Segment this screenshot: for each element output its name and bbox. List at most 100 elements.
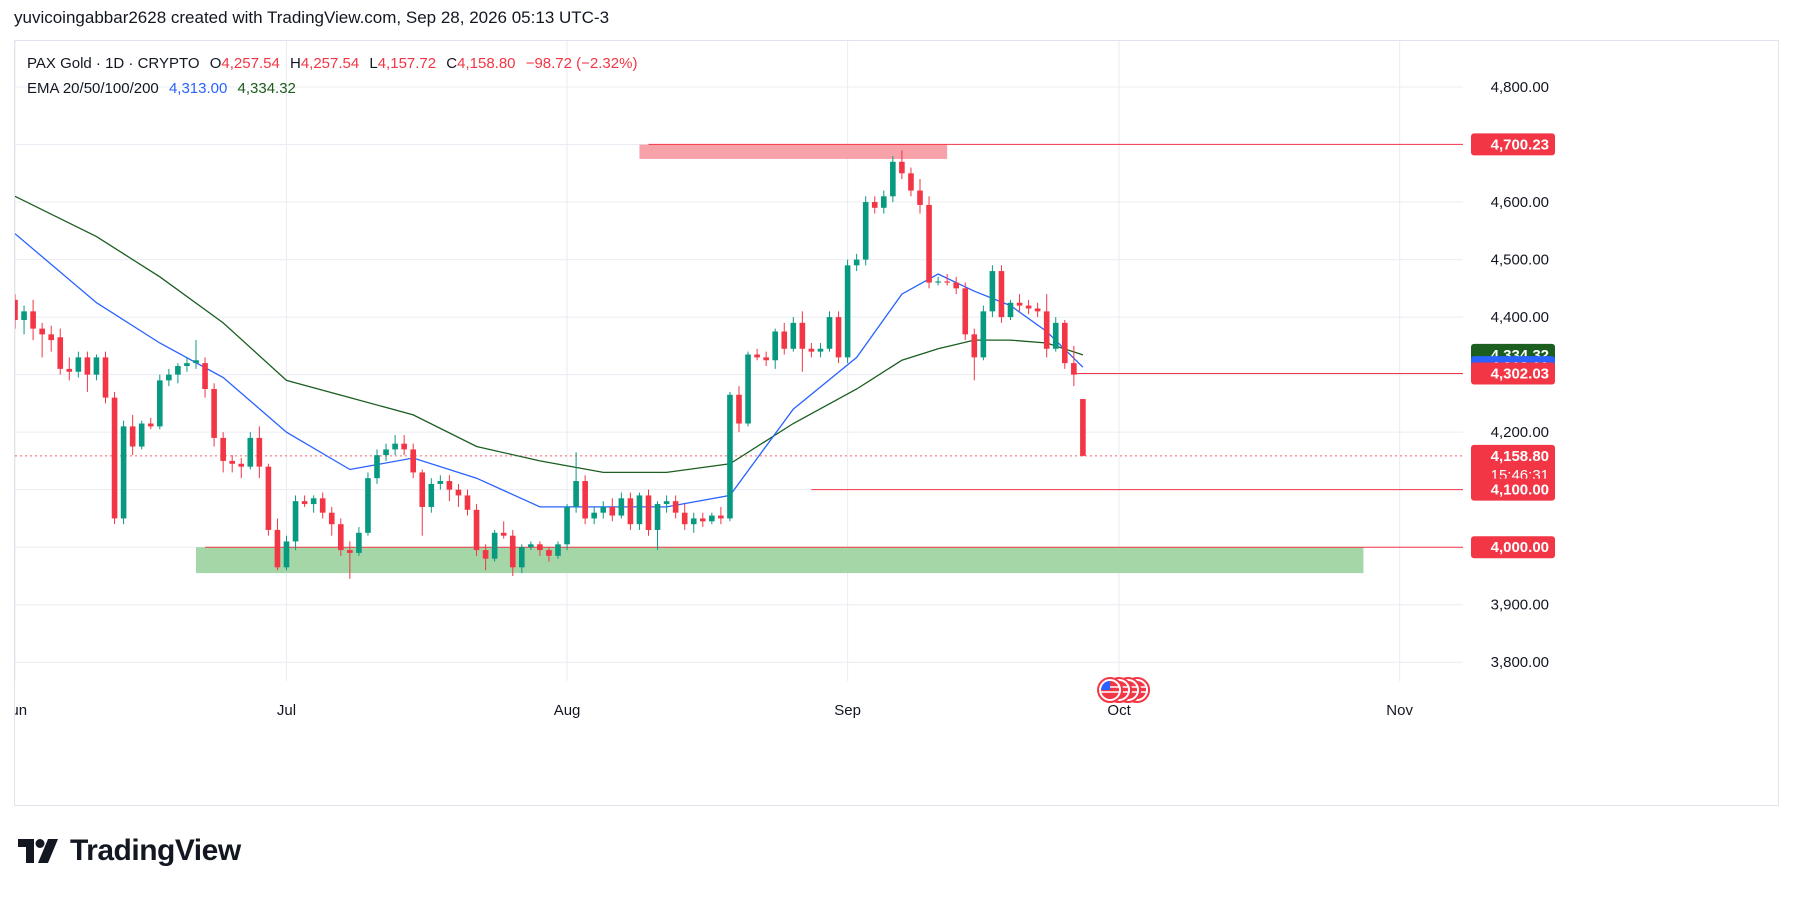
legend-low-label: L (369, 55, 378, 72)
candle-down (699, 512, 706, 528)
candle-up (853, 253, 860, 272)
us-flag-icon (1097, 677, 1124, 703)
candles (15, 150, 1086, 579)
candle-body (147, 423, 154, 427)
candle-down (238, 458, 245, 479)
y-tick-label: 4,600.00 (1491, 194, 1549, 211)
candle-body (618, 498, 625, 516)
chart-legend[interactable]: PAX Gold · 1D · CRYPTO O4,257.54 H4,257.… (27, 51, 637, 101)
candle-down (482, 544, 489, 571)
legend-high-value: 4,257.54 (300, 55, 360, 72)
y-tick-label: 4,200.00 (1491, 424, 1549, 441)
candle-down (1025, 299, 1032, 315)
legend-low-value: 4,157.72 (377, 55, 437, 72)
candle-body (763, 357, 769, 361)
candle-up (1052, 317, 1059, 352)
candle-body (500, 532, 507, 536)
ema50-line (15, 195, 1084, 474)
candle-up (518, 544, 525, 574)
legend-ema-label[interactable]: EMA 20/50/100/200 (27, 80, 159, 97)
legend-change: −98.72 (−2.32%) (525, 55, 638, 72)
candle-up (156, 374, 163, 430)
candle-body (971, 334, 978, 358)
candle-body (509, 535, 516, 568)
candle-body (428, 483, 435, 507)
candle-body (111, 397, 118, 519)
x-tick-label: Sep (834, 702, 861, 719)
candle-up (21, 305, 27, 335)
legend-high-label: H (289, 55, 301, 72)
candle-up (890, 156, 896, 203)
candle-up (491, 529, 498, 562)
candle-down (66, 357, 73, 381)
candle-body (166, 374, 172, 381)
ema-lines (15, 195, 1084, 508)
candle-body (654, 504, 661, 530)
price-label-bg (1471, 133, 1555, 156)
y-tick-label: 3,800.00 (1491, 654, 1549, 671)
candle-down (763, 351, 769, 366)
candle-up (374, 449, 380, 484)
candle-down (917, 179, 923, 214)
ema20-line (15, 233, 1084, 508)
candle-down (871, 196, 878, 214)
candle-body (283, 541, 290, 568)
candle-down (1071, 345, 1077, 387)
candle-up (383, 443, 389, 461)
candle-up (193, 340, 199, 369)
candle-body (944, 281, 950, 283)
candle-body (844, 265, 851, 358)
candle-up (356, 527, 362, 556)
candle-up (166, 368, 172, 387)
candle-body (1025, 305, 1032, 309)
candle-body (356, 532, 362, 553)
candle-up (591, 506, 598, 525)
candle-down (718, 506, 724, 525)
legend-ema20-value: 4,313.00 (168, 80, 228, 97)
candle-body (1061, 322, 1068, 364)
candle-down (953, 276, 960, 295)
legend-close-value: 4,158.80 (457, 55, 516, 72)
legend-close-label: C (446, 55, 458, 72)
candle-body (211, 389, 217, 438)
resistance-zone (639, 144, 948, 159)
legend-symbol[interactable]: PAX Gold · 1D · CRYPTO (27, 55, 200, 72)
candle-up (663, 495, 670, 513)
candle-down (473, 504, 480, 556)
candle-up (528, 541, 534, 551)
candle-up (690, 512, 697, 533)
legend-ema-row: EMA 20/50/100/200 4,313.00 4,334.32 (27, 76, 637, 101)
candle-up (175, 363, 181, 384)
candle-body (591, 512, 598, 519)
candle-up (184, 357, 190, 372)
candle-up (437, 475, 444, 490)
y-tick-label: 4,500.00 (1491, 252, 1549, 269)
candle-down (799, 311, 806, 372)
candle-down (446, 475, 453, 502)
candle-down (537, 541, 543, 556)
candle-body (890, 161, 896, 197)
candle-body (546, 550, 552, 556)
candle-up (428, 478, 435, 513)
tradingview-brand[interactable]: TradingView (18, 834, 241, 868)
candle-body (935, 281, 941, 283)
candle-body (337, 524, 344, 551)
candle-body (401, 443, 407, 450)
candle-body (256, 437, 263, 467)
candle-down (962, 282, 969, 341)
candle-down (39, 322, 45, 358)
price-label-text: 4,100.00 (1491, 482, 1549, 499)
candle-body (265, 466, 272, 530)
candle-up (636, 492, 643, 530)
chart-pane[interactable]: 3,800.00 3,900.00 4,000.00 4,100.00 4,200.00… (14, 40, 1779, 806)
candle-down (129, 414, 136, 456)
candle-body (84, 357, 91, 375)
x-tick-label: Oct (1107, 702, 1131, 719)
candle-body (727, 394, 733, 519)
horizontal-levels (15, 143, 1463, 548)
candle-down (998, 265, 1005, 323)
price-chart[interactable]: 3,800.00 3,900.00 4,000.00 4,100.00 4,200.00… (15, 41, 1779, 806)
candle-down (347, 541, 353, 579)
candle-down (337, 518, 344, 556)
candle-body (1071, 363, 1077, 375)
